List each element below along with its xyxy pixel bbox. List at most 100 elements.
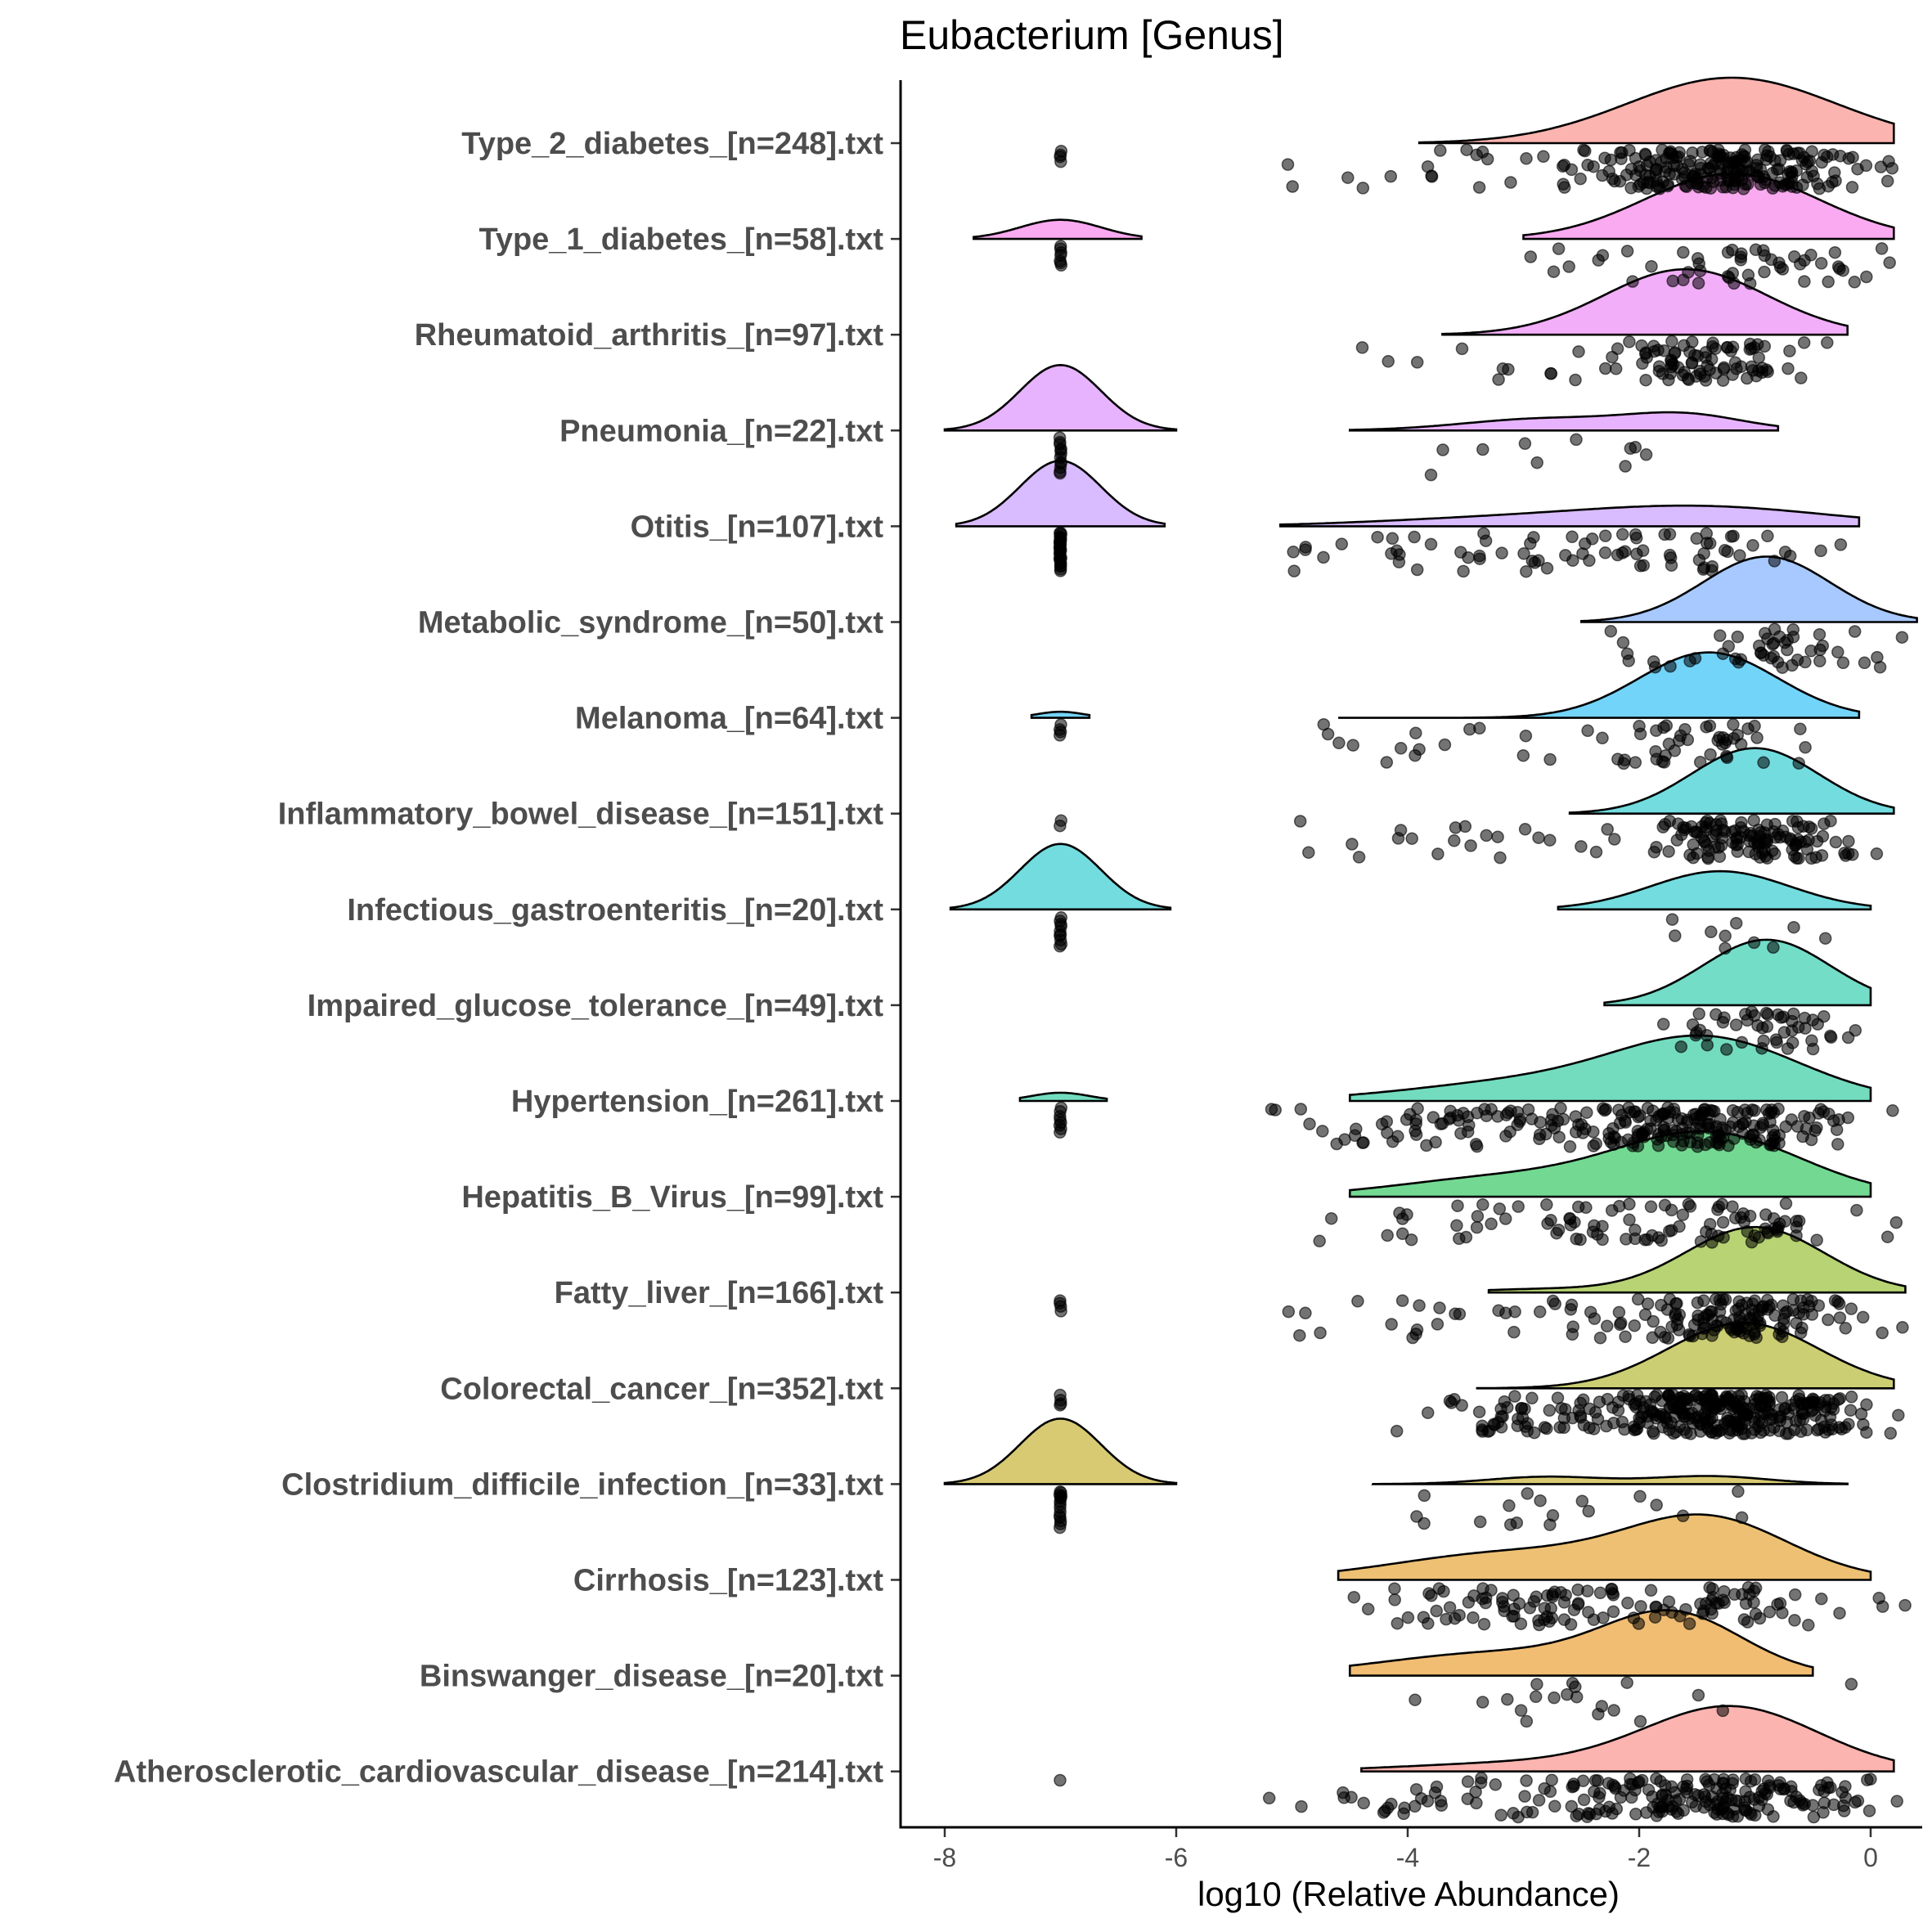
data-point: [1758, 265, 1771, 279]
data-point: [1606, 172, 1620, 186]
data-point: [1332, 736, 1346, 750]
data-point: [1453, 1232, 1466, 1246]
data-point: [1679, 1602, 1692, 1616]
data-point: [1606, 1605, 1620, 1619]
density-curve: [1603, 938, 1872, 1007]
data-point: [1648, 1611, 1662, 1624]
data-point: [1409, 1117, 1422, 1130]
data-point: [1682, 1197, 1696, 1211]
data-point: [1794, 258, 1807, 271]
data-point: [1757, 244, 1770, 257]
data-point: [1731, 630, 1745, 644]
data-point: [1739, 1772, 1753, 1786]
data-point: [1828, 245, 1842, 259]
data-point: [1726, 1809, 1740, 1823]
data-point: [1759, 1222, 1772, 1235]
data-point: [1388, 1593, 1401, 1606]
data-point: [1565, 1799, 1579, 1813]
data-point: [1790, 654, 1804, 667]
data-point: [1629, 1808, 1642, 1821]
data-point: [1783, 344, 1796, 357]
data-point: [1731, 1105, 1745, 1119]
data-point: [1781, 1042, 1795, 1055]
data-point: [1467, 1589, 1480, 1602]
points-layer: [1053, 143, 1912, 1824]
data-point: [1721, 341, 1734, 354]
data-point: [1848, 625, 1862, 638]
data-point: [1810, 1233, 1823, 1247]
data-point: [1540, 1198, 1553, 1211]
data-point: [1650, 1809, 1664, 1822]
data-point: [1410, 563, 1424, 577]
data-point: [1726, 181, 1740, 195]
data-point: [1848, 276, 1862, 289]
data-point: [1581, 724, 1594, 738]
data-point-zero: [1054, 1491, 1067, 1505]
data-point: [1647, 845, 1661, 859]
data-point: [1721, 545, 1734, 559]
data-point: [1844, 1391, 1858, 1404]
data-point: [1493, 1202, 1507, 1215]
data-point: [1779, 1120, 1792, 1134]
data-point: [1741, 722, 1755, 735]
chart-title: Eubacterium [Genus]: [900, 12, 1284, 58]
data-point: [1696, 146, 1709, 159]
data-point: [1381, 1126, 1394, 1139]
data-point: [1696, 1327, 1709, 1341]
data-point: [1806, 1013, 1820, 1027]
data-point: [1839, 1780, 1852, 1793]
data-point: [1896, 1321, 1909, 1334]
data-point: [1361, 1602, 1375, 1615]
category-label: Metabolic_syndrome_[n=50].txt: [418, 606, 883, 640]
category-label: Type_2_diabetes_[n=248].txt: [461, 127, 883, 161]
data-point: [1544, 1113, 1558, 1127]
data-point: [1455, 342, 1469, 356]
data-point: [1629, 1400, 1642, 1414]
data-point: [1755, 1041, 1768, 1055]
data-point: [1703, 1135, 1717, 1149]
data-point: [1724, 530, 1738, 543]
data-point: [1752, 639, 1766, 653]
data-point: [1461, 1792, 1475, 1805]
data-point: [1821, 1776, 1834, 1790]
data-point: [1705, 925, 1718, 939]
data-point: [1677, 339, 1691, 353]
data-point: [1733, 549, 1746, 562]
data-point: [1735, 1511, 1749, 1525]
data-point: [1661, 1799, 1675, 1813]
category-label: Type_1_diabetes_[n=58].txt: [479, 222, 883, 257]
data-point: [1425, 169, 1438, 182]
data-point: [1732, 1417, 1746, 1430]
data-point: [1633, 1714, 1647, 1728]
data-point: [1547, 265, 1561, 278]
data-point: [1533, 1305, 1547, 1319]
data-point: [1477, 1617, 1491, 1631]
data-point-zero: [1054, 1399, 1067, 1412]
data-point: [1745, 1005, 1759, 1018]
data-point: [1844, 1302, 1858, 1315]
data-point: [1635, 339, 1648, 353]
data-point: [1694, 1235, 1708, 1248]
data-point: [1485, 1217, 1498, 1231]
data-point: [1732, 1795, 1746, 1808]
data-point: [1792, 851, 1805, 865]
data-point: [1530, 456, 1543, 470]
data-point: [1876, 1326, 1889, 1340]
data-point: [1831, 1138, 1844, 1151]
data-point: [1798, 275, 1811, 288]
data-point: [1734, 360, 1748, 374]
data-point: [1633, 164, 1647, 177]
data-point: [1770, 1036, 1783, 1049]
data-point: [1514, 1704, 1528, 1717]
data-point: [1611, 753, 1624, 766]
data-point: [1700, 1029, 1714, 1042]
data-point: [1582, 1504, 1595, 1518]
data-point: [1786, 1292, 1800, 1306]
density-curve: [1360, 1705, 1895, 1772]
data-point: [1715, 1197, 1729, 1211]
data-point: [1690, 532, 1704, 546]
data-point: [1718, 1596, 1731, 1610]
data-point: [1409, 748, 1422, 762]
data-point: [1565, 1298, 1579, 1312]
data-point: [1799, 740, 1812, 754]
